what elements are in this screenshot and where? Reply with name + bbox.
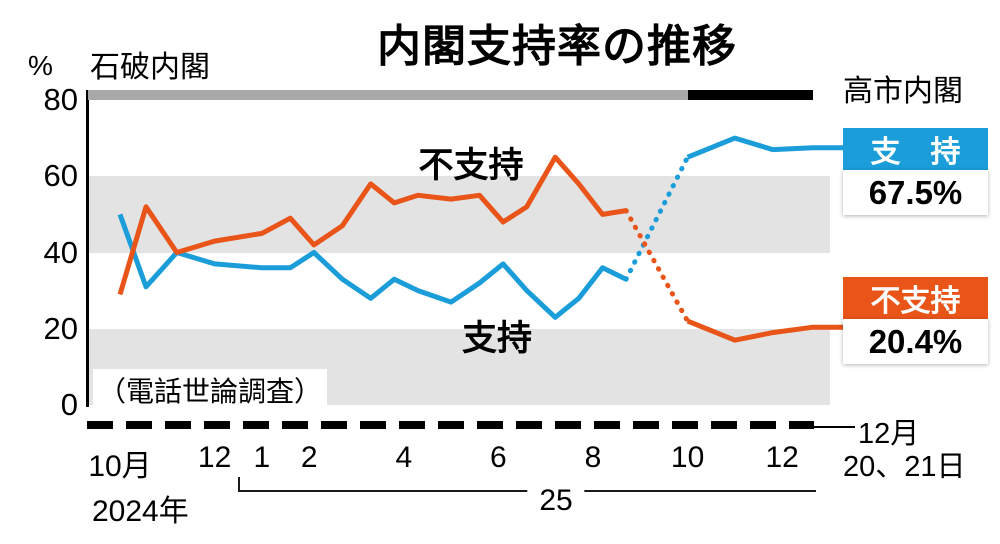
takaichi-era-bar [688, 90, 813, 100]
approve-value-box: 67.5% [843, 170, 988, 215]
disapprove-value-box: 20.4% [843, 319, 988, 364]
y-axis-unit-label: % [28, 50, 53, 81]
end-date-month-label: 12月 [858, 418, 920, 450]
x-tick-label-12: 10 [670, 441, 705, 474]
y-tick-label-20: 20 [43, 310, 78, 346]
x-tick-label-14: 12 [765, 441, 799, 474]
x-tick-label-3: 1 [253, 441, 271, 474]
y-axis-line [86, 90, 89, 407]
year-2024-label: 2024年 [92, 495, 189, 528]
x-tick-label-6: 4 [395, 441, 413, 474]
takaichi-cabinet-label: 高市内閣 [843, 75, 963, 108]
end-date-days-label: 20、21日 [843, 451, 966, 483]
year-2025-label: 25 [527, 484, 585, 518]
x-axis-dashed-line [87, 421, 814, 429]
x-tick-label-0: 10月 [88, 450, 152, 483]
y-tick-label-0: 0 [60, 387, 78, 422]
x-tick-label-2: 12 [197, 441, 232, 474]
survey-method-note: （電話世論調査） [93, 369, 328, 411]
ishiba-era-bar [88, 90, 688, 100]
approve-series-annotation: 支持 [461, 319, 533, 358]
disapprove-legend-box: 不支持 [843, 277, 988, 319]
ishiba-cabinet-label: 石破内閣 [90, 51, 210, 84]
end-date-connector-line [797, 426, 855, 428]
x-tick-label-10: 8 [584, 441, 602, 474]
y-tick-label-80: 80 [43, 82, 78, 117]
y-tick-label-60: 60 [43, 158, 78, 194]
y-tick-label-40: 40 [43, 234, 78, 270]
disapprove-series-annotation: 不支持 [418, 146, 524, 185]
page-title: 内閣支持率の推移 [377, 22, 737, 71]
x-tick-label-8: 6 [490, 441, 507, 474]
year-bracket-line [238, 490, 816, 492]
year-bracket-nub [238, 477, 240, 492]
approve-legend-box: 支 持 [843, 128, 988, 170]
x-tick-label-4: 2 [300, 441, 318, 474]
approve-line [686, 135, 843, 160]
